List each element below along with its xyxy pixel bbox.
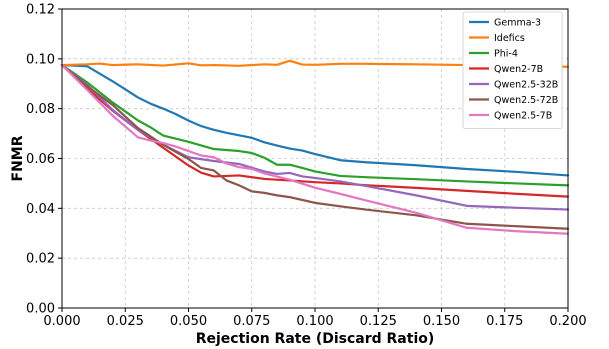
x-tick-label: 0.100 bbox=[296, 314, 333, 329]
x-tick-label: 0.075 bbox=[233, 314, 270, 329]
series-line-idefics bbox=[60, 59, 570, 68]
y-tick-label: 0.06 bbox=[26, 152, 55, 167]
y-axis-title: FNMR bbox=[10, 135, 26, 181]
x-tick-label: 0.150 bbox=[423, 314, 460, 329]
legend-label: Qwen2.5-72B bbox=[494, 95, 558, 106]
series-lines bbox=[60, 59, 570, 235]
x-axis-title: Rejection Rate (Discard Ratio) bbox=[196, 331, 435, 347]
y-tick-label: 0.10 bbox=[26, 52, 55, 67]
y-tick-label: 0.08 bbox=[26, 102, 55, 117]
x-tick-label: 0.000 bbox=[43, 314, 80, 329]
legend-label: Qwen2.5-32B bbox=[494, 80, 558, 91]
axis-ticks: 0.000 0.025 0.050 0.075 0.100 0.125 0.150 0.175… bbox=[26, 3, 587, 330]
x-tick-label: 0.125 bbox=[360, 314, 397, 329]
x-tick-label: 0.050 bbox=[170, 314, 207, 329]
series-line-qwen2-5-32b bbox=[60, 63, 570, 211]
series-line-gemma-3 bbox=[60, 63, 570, 177]
series-line-qwen2-5-7b bbox=[60, 63, 570, 235]
series-line-qwen2-5-72b bbox=[60, 63, 570, 230]
y-tick-label: 0.00 bbox=[26, 302, 55, 317]
legend-label: Qwen2.5-7B bbox=[494, 111, 552, 122]
legend-label: Qwen2-7B bbox=[494, 64, 543, 75]
series-line-phi-4 bbox=[60, 63, 570, 187]
y-tick-label: 0.02 bbox=[26, 252, 55, 267]
y-tick-label: 0.04 bbox=[26, 202, 55, 217]
x-tick-label: 0.200 bbox=[549, 314, 586, 329]
legend-label: Idefics bbox=[494, 33, 525, 44]
y-tick-label: 0.12 bbox=[26, 3, 55, 18]
x-tick-label: 0.025 bbox=[107, 314, 144, 329]
x-tick-label: 0.175 bbox=[486, 314, 523, 329]
legend-label: Gemma-3 bbox=[494, 18, 541, 29]
legend-label: Phi-4 bbox=[494, 49, 518, 60]
legend: Gemma-3 Idefics Phi-4 Qwen2-7B Qwen2.5-32B Qw… bbox=[462, 11, 563, 129]
